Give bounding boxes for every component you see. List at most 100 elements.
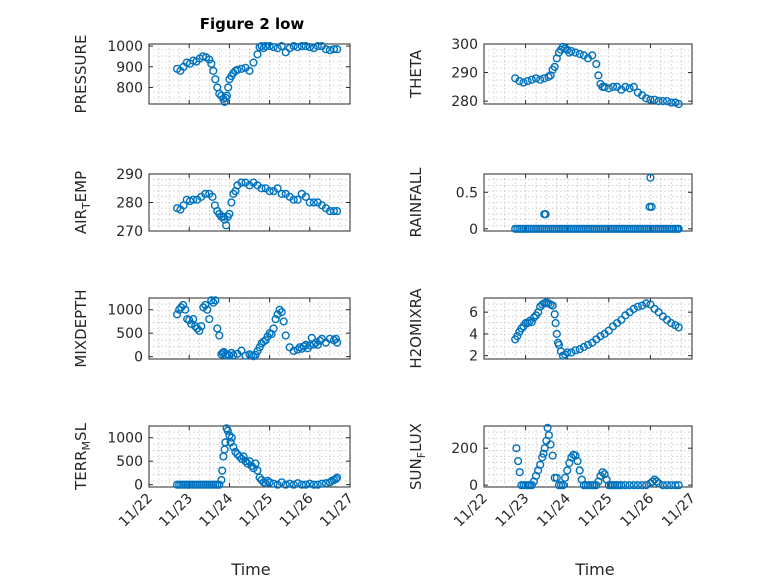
data-point	[209, 66, 218, 76]
data-point	[573, 457, 582, 466]
data-point	[333, 338, 342, 347]
data-point	[662, 96, 672, 106]
data-point	[309, 43, 318, 53]
data-point	[658, 481, 668, 490]
data-point	[571, 48, 580, 57]
data-point	[321, 45, 331, 54]
data-point	[604, 326, 613, 335]
data-point	[217, 475, 226, 485]
data-point	[512, 444, 521, 453]
data-point	[243, 459, 252, 468]
data-point	[229, 443, 238, 452]
y-tick-label: 900	[116, 60, 143, 76]
data-point	[527, 317, 536, 327]
data-point	[241, 457, 250, 466]
data-point	[221, 438, 230, 447]
data-point	[311, 338, 320, 347]
data-point	[203, 305, 212, 314]
data-point	[218, 466, 227, 475]
data-point	[333, 473, 342, 482]
data-point	[305, 42, 314, 52]
data-point	[633, 481, 643, 490]
data-point	[654, 308, 663, 317]
data-point	[239, 452, 248, 461]
data-point	[189, 195, 198, 204]
data-point	[175, 305, 184, 314]
data-point	[173, 310, 182, 319]
data-point	[650, 95, 659, 104]
data-point	[674, 481, 683, 490]
data-point	[215, 331, 224, 340]
subplot-grid: 800 900 1000 PRESSURE 280 290 300 THETA 270 280 29…	[72, 35, 699, 579]
data-point	[527, 75, 536, 84]
data-point	[629, 481, 638, 490]
data-point	[600, 82, 609, 92]
data-point	[259, 337, 268, 346]
data-point	[305, 479, 314, 488]
data-point	[646, 300, 655, 309]
data-point	[237, 454, 246, 463]
data-point	[277, 189, 286, 199]
data-point	[209, 298, 218, 307]
data-point	[575, 49, 584, 59]
data-point	[231, 447, 240, 456]
data-point	[560, 473, 570, 482]
data-point	[637, 301, 647, 310]
data-point	[575, 466, 584, 475]
data-point	[674, 323, 683, 332]
data-point	[229, 351, 238, 360]
data-point	[558, 481, 568, 490]
data-point	[293, 345, 302, 354]
data-point	[571, 346, 580, 355]
data-point	[177, 303, 186, 312]
data-point	[588, 51, 597, 60]
data-point	[629, 82, 638, 92]
data-point	[223, 426, 232, 435]
data-point	[309, 198, 318, 207]
data-point	[625, 481, 634, 490]
data-point	[541, 210, 550, 219]
data-point	[235, 452, 244, 461]
y-tick-label: 300	[451, 37, 478, 53]
y-tick-label: 1000	[107, 303, 143, 319]
data-point	[617, 315, 626, 324]
y-axis-label: SUNFLUX	[407, 423, 428, 490]
data-point	[579, 342, 588, 352]
data-point	[567, 46, 576, 56]
data-point	[251, 459, 260, 468]
data-point	[333, 207, 342, 216]
y-tick-label: 2	[469, 349, 478, 365]
data-point	[671, 481, 680, 490]
y-tick-label: 270	[116, 224, 143, 240]
data-point	[544, 431, 554, 440]
data-point	[253, 50, 262, 59]
data-point	[285, 43, 294, 53]
data-point	[536, 460, 545, 469]
data-series	[173, 296, 342, 361]
data-point	[313, 41, 322, 51]
data-point	[181, 305, 190, 314]
data-point	[331, 334, 341, 343]
data-point	[658, 96, 668, 106]
data-point	[301, 480, 310, 489]
data-point	[222, 221, 231, 230]
data-point	[277, 478, 286, 487]
data-series	[173, 41, 342, 107]
data-point	[289, 195, 298, 204]
data-point	[646, 173, 655, 182]
data-point	[253, 466, 262, 475]
data-point	[667, 98, 676, 107]
data-point	[544, 72, 553, 82]
data-point	[191, 322, 200, 331]
data-point	[543, 423, 552, 432]
data-point	[195, 326, 204, 335]
data-point	[652, 477, 661, 486]
data-point	[189, 315, 198, 324]
data-point	[333, 45, 342, 54]
data-point	[201, 300, 210, 310]
y-tick-label: 0	[134, 350, 143, 366]
subplot-4: 0 500 1000 MIXDEPTH	[72, 289, 351, 368]
y-axis-label: PRESSURE	[72, 35, 90, 114]
data-point	[592, 59, 601, 69]
data-point	[642, 299, 651, 308]
